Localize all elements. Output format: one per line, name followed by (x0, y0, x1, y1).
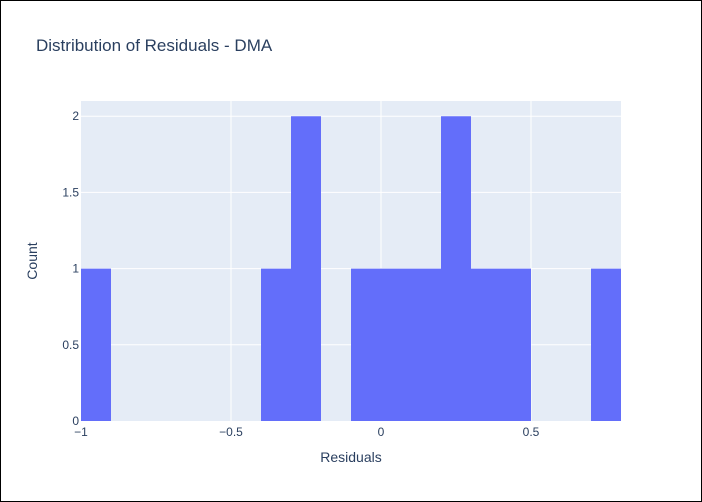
histogram-bar (411, 268, 441, 421)
y-tick-label: 2 (72, 109, 79, 123)
histogram-bar (471, 268, 501, 421)
x-tick-label: 0.5 (523, 425, 540, 439)
histogram-bar (81, 268, 111, 421)
y-tick-label: 0.5 (62, 338, 79, 352)
chart-title: Distribution of Residuals - DMA (36, 36, 273, 55)
x-tick-label: −0.5 (219, 425, 243, 439)
x-axis-title: Residuals (320, 449, 381, 465)
x-tick-label: 0 (378, 425, 385, 439)
x-axis-ticks: −1 −0.5 0 0.5 (74, 425, 540, 439)
x-tick-label: −1 (74, 425, 88, 439)
bars (81, 116, 621, 421)
y-axis-ticks: 0 0.5 1 1.5 2 (62, 109, 79, 428)
y-axis-title: Count (24, 242, 40, 279)
histogram-bar (261, 268, 291, 421)
histogram-bar (351, 268, 381, 421)
histogram-bar (291, 116, 321, 421)
y-tick-label: 0 (72, 414, 79, 428)
histogram-bar (591, 268, 621, 421)
y-tick-label: 1.5 (62, 185, 79, 199)
y-tick-label: 1 (72, 262, 79, 276)
histogram-bar (441, 116, 471, 421)
histogram-bar (381, 268, 411, 421)
histogram-bar (501, 268, 531, 421)
